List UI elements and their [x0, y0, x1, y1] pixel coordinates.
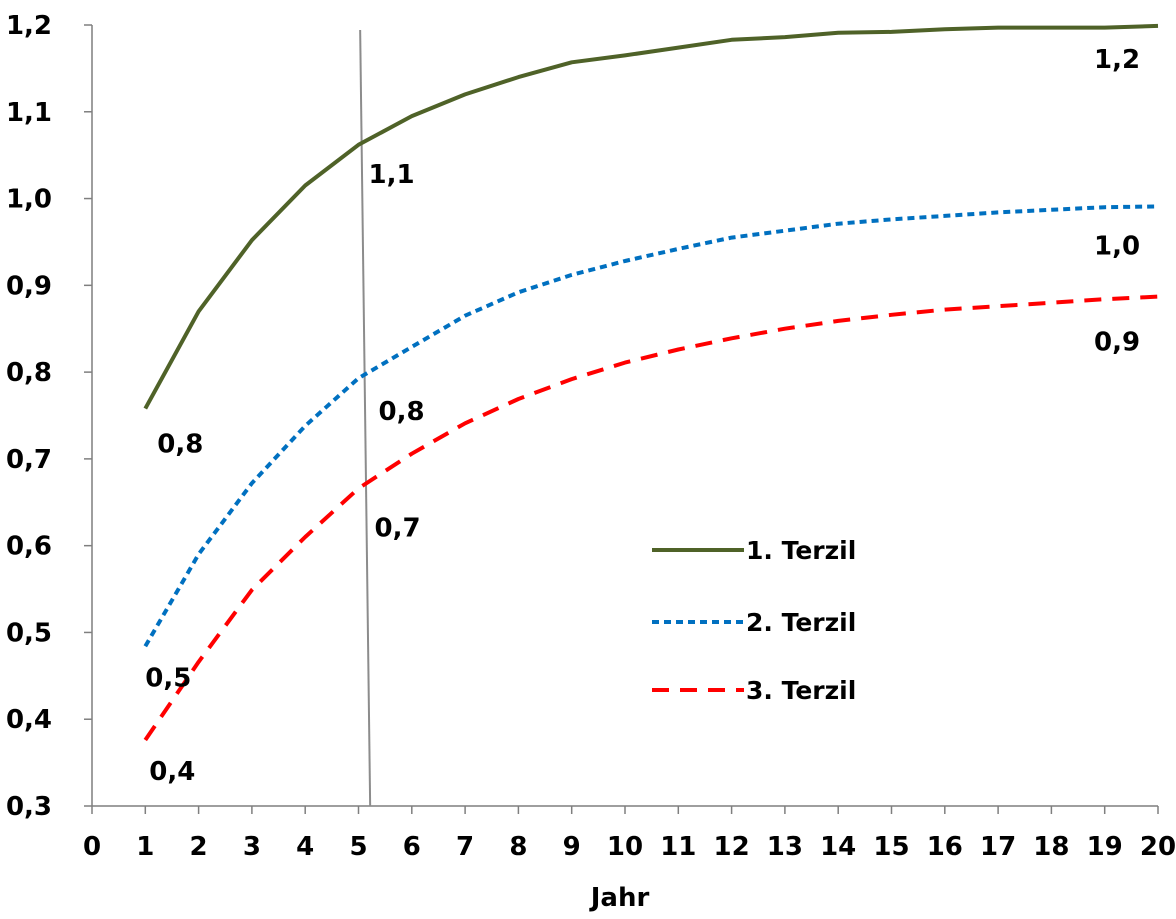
data-label: 1,1 [369, 160, 415, 190]
x-tick-label: 10 [607, 832, 643, 862]
x-tick-label: 6 [403, 832, 421, 862]
x-tick-label: 8 [509, 832, 527, 862]
data-label: 1,2 [1094, 45, 1140, 75]
x-tick-label: 1 [136, 832, 154, 862]
x-tick-label: 12 [714, 832, 750, 862]
y-tick-label: 1,1 [6, 98, 52, 128]
x-tick-label: 14 [820, 832, 856, 862]
x-tick-label: 5 [349, 832, 367, 862]
x-tick-label: 9 [563, 832, 581, 862]
legend: 1. Terzil 2. Terzil 3. Terzil [652, 536, 856, 705]
data-label: 0,9 [1094, 328, 1140, 358]
data-label: 0,8 [379, 397, 425, 427]
data-label: 0,5 [145, 663, 191, 693]
series-line-3 [143, 294, 1159, 742]
legend-entry-1: 1. Terzil [746, 536, 856, 565]
y-tick-label: 0,6 [6, 532, 52, 562]
x-tick-label: 7 [456, 832, 474, 862]
data-label: 0,7 [375, 513, 421, 543]
x-tick-label: 13 [767, 832, 803, 862]
y-tick-label: 0,5 [6, 618, 52, 648]
data-label: 0,4 [149, 757, 195, 787]
legend-entry-2: 2. Terzil [746, 608, 856, 637]
y-tick-label: 0,7 [6, 445, 52, 475]
y-tick-label: 1,2 [6, 11, 52, 41]
y-tick-label: 0,9 [6, 271, 52, 301]
data-labels-layer: 0,8 1,1 1,2 0,5 0,8 1,0 0,4 0,7 0,9 [145, 45, 1140, 787]
x-tick-label: 15 [873, 832, 909, 862]
y-tick-label: 0,4 [6, 705, 52, 735]
x-tick-label: 2 [190, 832, 208, 862]
x-tick-label: 19 [1087, 832, 1123, 862]
x-tick-label: 0 [83, 832, 101, 862]
x-tick-label: 20 [1140, 832, 1176, 862]
x-tick-label: 17 [980, 832, 1016, 862]
reference-line [359, 29, 372, 807]
x-axis-ticks: 0 1 2 3 4 5 6 7 8 9 10 11 12 13 14 15 16 17 18 19 20 [83, 806, 1176, 862]
x-tick-label: 18 [1033, 832, 1069, 862]
series-layer [143, 23, 1159, 742]
y-tick-label: 1,0 [6, 185, 52, 215]
x-axis-label: Jahr [589, 883, 650, 913]
x-tick-label: 3 [243, 832, 261, 862]
y-tick-label: 0,3 [6, 792, 52, 822]
x-tick-label: 11 [660, 832, 696, 862]
x-tick-label: 16 [927, 832, 963, 862]
x-tick-label: 4 [296, 832, 314, 862]
series-line-2 [143, 204, 1159, 648]
y-tick-label: 0,8 [6, 358, 52, 388]
legend-entry-3: 3. Terzil [746, 676, 856, 705]
series-line-1 [143, 23, 1159, 410]
y-axis-ticks: 0,3 0,4 0,5 0,6 0,7 0,8 0,9 1,0 1,1 1,2 [6, 11, 92, 822]
data-label: 1,0 [1094, 231, 1140, 261]
data-label: 0,8 [157, 430, 203, 460]
